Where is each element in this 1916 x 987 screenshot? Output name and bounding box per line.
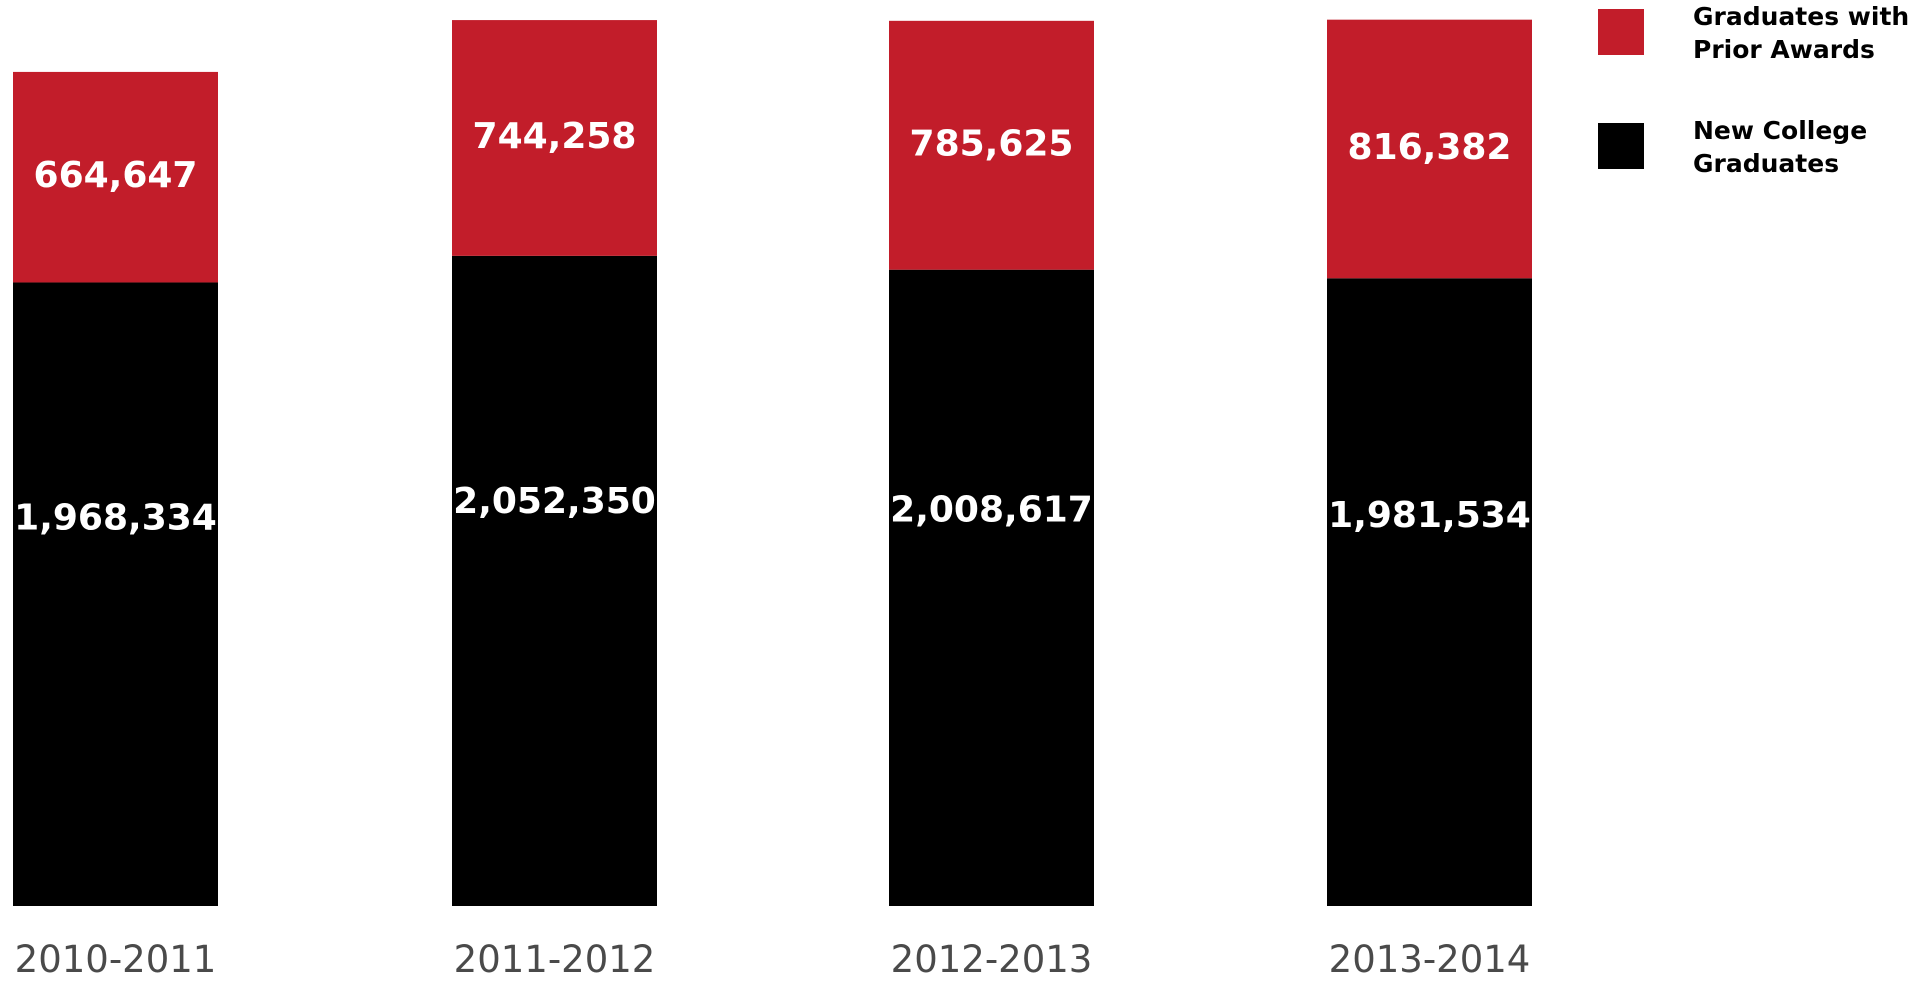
x-tick-label: 2010-2011: [15, 938, 217, 981]
x-tick-label: 2012-2013: [891, 938, 1093, 981]
legend-label: Graduates: [1693, 149, 1839, 178]
x-tick-label: 2011-2012: [454, 938, 656, 981]
bar-segment-prior-awards: [13, 71, 218, 283]
bar-segment-prior-awards: [452, 20, 657, 256]
bar-segment-new-graduates: [13, 282, 218, 906]
bar-value-label: 2,008,617: [890, 489, 1093, 530]
x-axis-labels: 2010-2011 2011-2012 2012-2013 2013-2014: [15, 938, 1531, 981]
x-tick-label: 2013-2014: [1329, 938, 1531, 981]
legend-label: Prior Awards: [1693, 35, 1875, 64]
bar-value-label: 816,382: [1348, 127, 1512, 168]
bar-segment-new-graduates: [1327, 278, 1532, 906]
legend-swatch: [1598, 123, 1644, 169]
legend-label: New College: [1693, 116, 1867, 145]
bar-value-label: 785,625: [910, 123, 1074, 164]
bar-value-label: 744,258: [473, 116, 637, 157]
bar-value-label: 2,052,350: [453, 481, 656, 522]
bar-value-label: 664,647: [34, 155, 198, 196]
bars-group: 1,968,334 664,647 2,052,350 744,258 2,008,61…: [13, 19, 1532, 906]
legend-swatch: [1598, 9, 1644, 55]
bar-segment-prior-awards: [1327, 19, 1532, 279]
bar-value-label: 1,968,334: [14, 497, 217, 538]
legend: Graduates with Prior Awards New College Gra…: [1598, 2, 1909, 178]
bar-segment-prior-awards: [889, 20, 1094, 270]
bar-segment-new-graduates: [889, 269, 1094, 906]
bar-value-label: 1,981,534: [1328, 495, 1531, 536]
bar-segment-new-graduates: [452, 255, 657, 906]
legend-label: Graduates with: [1693, 2, 1909, 31]
